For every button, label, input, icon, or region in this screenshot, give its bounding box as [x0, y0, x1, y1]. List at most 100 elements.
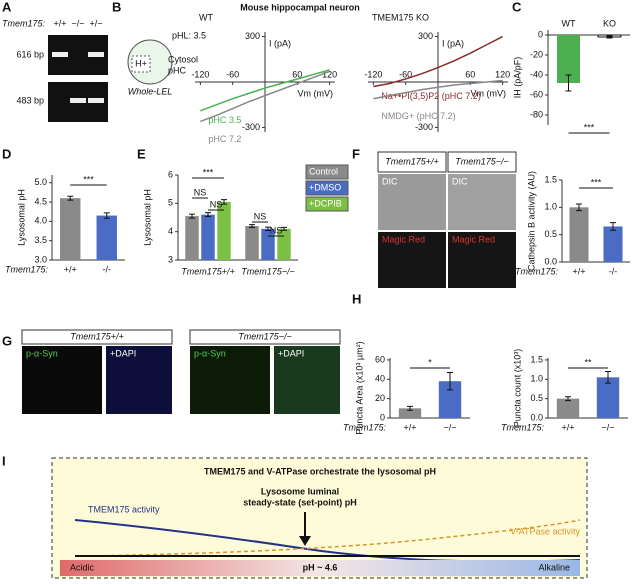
x-tick-label: −/−: [443, 422, 456, 432]
x-tick-label: -120: [191, 69, 209, 79]
gel-band: [88, 52, 104, 57]
inset-text: Cytosol: [168, 54, 198, 64]
img-header: [447, 151, 517, 173]
bar: [60, 198, 81, 260]
y-axis-label: Cathepsin B activity (AU): [526, 171, 536, 271]
y-tick-label: 1.5: [530, 354, 543, 364]
y-tick-label: 6: [168, 169, 173, 179]
model-label: Lysosome luminal: [261, 486, 339, 496]
x-tick-label: 120: [495, 69, 510, 79]
y-tick-label: 3.0: [34, 254, 47, 264]
sig-label: NS: [254, 211, 267, 221]
bar: [556, 398, 580, 418]
panel-label: F: [352, 146, 360, 161]
stain: p-α-Syn: [194, 348, 226, 358]
bar: [603, 226, 623, 262]
y-tick-label: 1.0: [530, 374, 543, 384]
sig-label: ***: [584, 122, 595, 132]
legend-label: +DCPIB: [309, 198, 342, 208]
y-tick-label: 4.0: [34, 216, 47, 226]
stain: p-α-Syn: [26, 348, 58, 358]
chart-title: WT: [199, 12, 213, 22]
gel-band: [70, 98, 86, 103]
y-tick-label: -80: [530, 109, 543, 119]
gene-label: Tmem175:: [2, 18, 46, 28]
genotype: Tmem175+/+: [70, 331, 124, 341]
series-label: pHC 3.5: [208, 115, 241, 125]
sig-label: **: [584, 357, 592, 367]
panel-label: G: [2, 333, 12, 348]
bar: [438, 381, 462, 418]
legend-label: Control: [309, 166, 338, 176]
model-label: steady-state (set-point) pH: [243, 497, 357, 507]
x-tick-label: -/-: [103, 264, 112, 274]
x-tick-label: -60: [226, 69, 239, 79]
x-tick-label: WT: [562, 18, 576, 28]
x-tick-label: -/-: [609, 266, 618, 276]
x-tick-label: +/+: [403, 422, 416, 432]
image: [190, 346, 270, 414]
error-bar: [189, 213, 195, 219]
bar: [96, 215, 117, 260]
channel: DIC: [452, 176, 468, 186]
sig-label: NS: [210, 199, 223, 209]
error-bar: [205, 212, 211, 218]
bar: [596, 377, 620, 418]
x-tick-label: +/+: [561, 422, 574, 432]
y-tick-label: 20: [375, 393, 385, 403]
y-tick-label: -20: [530, 49, 543, 59]
image: [22, 346, 102, 414]
sig-label: *: [428, 357, 432, 367]
y-axis-label: Lysosomal pH: [16, 189, 26, 246]
image: [274, 346, 340, 414]
panel-label: B: [112, 0, 121, 14]
y-tick-label: 4.5: [34, 196, 47, 206]
error-bar: [565, 396, 571, 402]
bar: [245, 226, 259, 260]
legend-swatch: [305, 164, 349, 180]
x-tick-label: -60: [399, 69, 412, 79]
y-tick-label: 0.0: [530, 412, 543, 422]
chart-title: TMEM175 KO: [372, 12, 429, 22]
y-tick-label: -300: [242, 122, 260, 132]
bar: [201, 214, 215, 260]
stain: +DAPI: [110, 348, 136, 358]
x-axis-label: Vm (mV): [298, 88, 334, 98]
image: [106, 346, 172, 414]
panel-label: D: [2, 146, 11, 161]
band-size: 483 bp: [16, 95, 44, 105]
y-tick-label: 1.5: [544, 174, 557, 184]
bar: [185, 216, 199, 260]
error-bar: [407, 405, 413, 411]
legend-swatch: [305, 196, 349, 212]
bar: [398, 408, 422, 418]
x-axis-label: Tmem175:: [5, 264, 49, 274]
vatpase-curve: [89, 519, 581, 557]
channel: DIC: [382, 176, 398, 186]
error-bar: [67, 195, 74, 201]
gel-band: [52, 52, 68, 57]
sig-label: ***: [203, 167, 214, 177]
lel: [131, 55, 151, 73]
y-tick-label: 300: [245, 31, 260, 41]
y-tick-label: 60: [375, 354, 385, 364]
inset-text: Whole-LEL: [128, 86, 173, 96]
x-tick-label: 60: [292, 69, 302, 79]
series-line: [373, 35, 503, 88]
series-label: NMDG+ (pHC 7.2): [381, 111, 455, 121]
x-tick-label: KO: [603, 18, 616, 28]
y-tick-label: 0: [538, 29, 543, 39]
x-tick-label: +/+: [64, 264, 77, 274]
y-tick-label: 0.0: [544, 256, 557, 266]
panel-label: A: [2, 0, 12, 14]
image: [378, 232, 446, 288]
ph-scale: [60, 560, 580, 576]
error-bar: [606, 35, 613, 39]
image: [378, 174, 446, 230]
img-header: [21, 329, 173, 345]
series-line: [200, 70, 330, 123]
bar: [261, 228, 275, 260]
band-size: 616 bp: [16, 49, 44, 59]
x-tick-label: −/−: [601, 422, 614, 432]
y-tick-label: 0.5: [544, 229, 557, 239]
